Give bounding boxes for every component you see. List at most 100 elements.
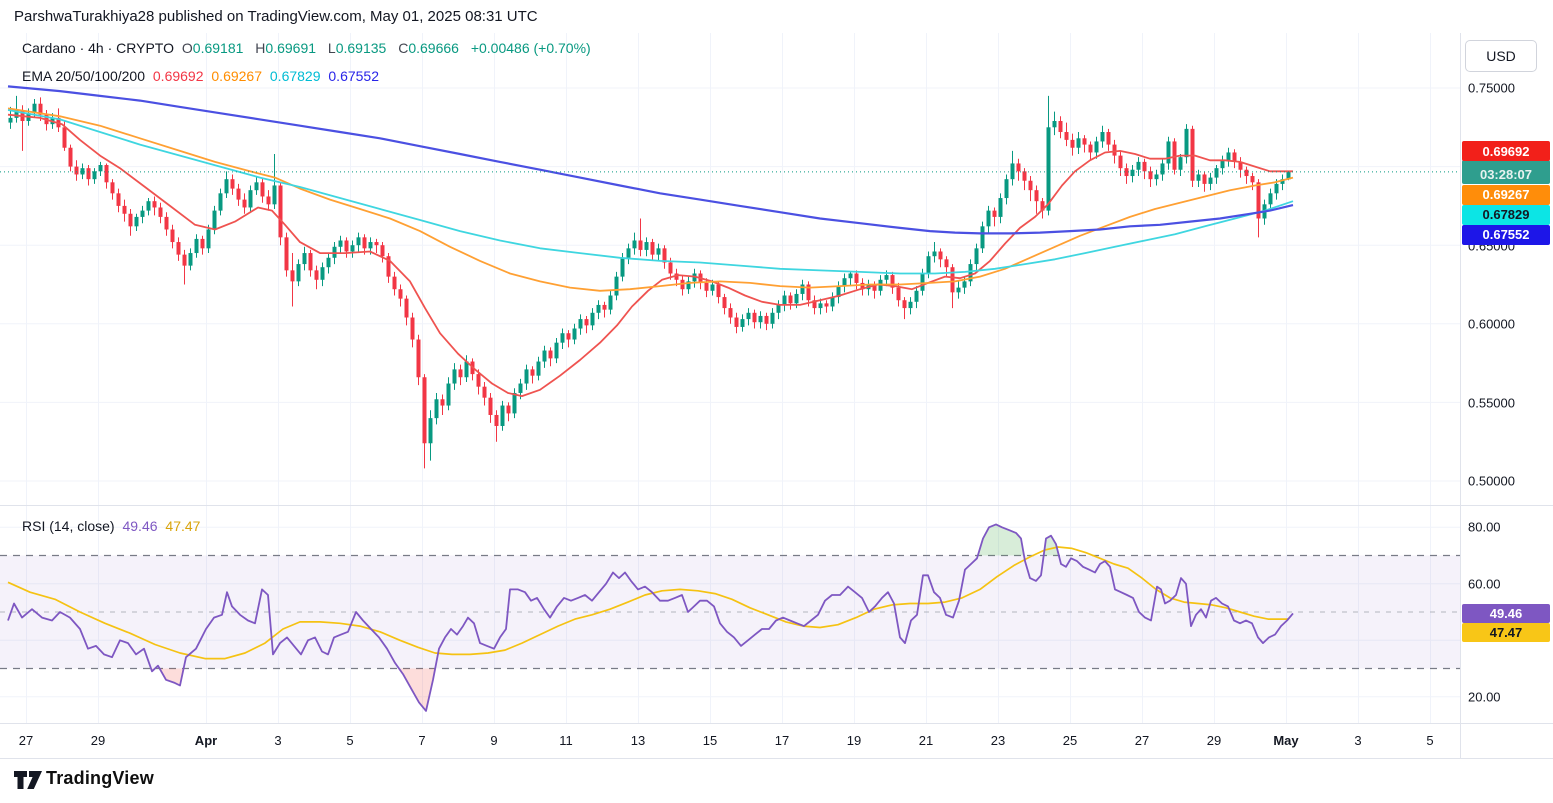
candle-body bbox=[1100, 132, 1105, 142]
candle-body bbox=[284, 237, 289, 271]
countdown-badge: 03:28:07 bbox=[1462, 164, 1550, 184]
rsi-overbought-fill bbox=[977, 524, 1024, 556]
candle-body bbox=[626, 248, 631, 258]
candle-body bbox=[1106, 132, 1111, 145]
candle-body bbox=[908, 301, 913, 309]
candle-body bbox=[266, 196, 271, 205]
candle-body bbox=[560, 333, 565, 343]
candle-body bbox=[1070, 139, 1075, 148]
candle-body bbox=[1118, 155, 1123, 169]
ema-line-ema20 bbox=[7, 113, 1293, 397]
candle-body bbox=[980, 226, 985, 249]
candle-body bbox=[650, 242, 655, 255]
candle-body bbox=[530, 369, 535, 376]
candle-body bbox=[722, 297, 727, 309]
candle-body bbox=[1022, 171, 1027, 181]
candle-body bbox=[392, 276, 397, 290]
time-axis-label: 21 bbox=[918, 733, 934, 748]
time-axis-label: 27 bbox=[1134, 733, 1150, 748]
candle-body bbox=[1280, 179, 1285, 184]
candle-body bbox=[68, 147, 73, 167]
candle-body bbox=[746, 312, 751, 320]
candle-body bbox=[272, 185, 277, 205]
candle-body bbox=[1232, 152, 1237, 162]
candle-body bbox=[386, 256, 391, 277]
candle-body bbox=[368, 242, 373, 249]
candle-body bbox=[944, 259, 949, 268]
candle-body bbox=[638, 240, 643, 250]
time-axis-label: 11 bbox=[559, 733, 573, 748]
candle-body bbox=[728, 308, 733, 318]
candle-body bbox=[212, 210, 217, 230]
candle-body bbox=[1238, 161, 1243, 170]
low-value: 0.69135 bbox=[335, 40, 387, 56]
candle-body bbox=[1172, 141, 1177, 170]
tradingview-logo-icon[interactable] bbox=[14, 769, 42, 791]
candle-body bbox=[1136, 161, 1141, 170]
tradingview-brand-text[interactable]: TradingView bbox=[46, 768, 154, 788]
rsi-ma-badge: 47.47 bbox=[1462, 623, 1550, 642]
close-value: 0.69666 bbox=[408, 40, 459, 56]
chart-canvas[interactable]: Cardano · 4h · CRYPTO O0.69181 H0.69691 … bbox=[0, 33, 1553, 759]
candle-body bbox=[1010, 163, 1015, 180]
candle-body bbox=[98, 165, 103, 172]
candle-body bbox=[764, 315, 769, 324]
candle-body bbox=[170, 229, 175, 243]
candle-body bbox=[926, 256, 931, 274]
candle-body bbox=[788, 295, 793, 304]
ema20-price-badge: 0.69692 bbox=[1462, 141, 1550, 161]
ema-line-ema50 bbox=[7, 107, 1294, 292]
candle-body bbox=[8, 117, 13, 123]
price-axis-label: 0.50000 bbox=[1468, 473, 1515, 489]
candle-body bbox=[962, 281, 967, 288]
candle-body bbox=[176, 242, 181, 255]
candle-body bbox=[440, 399, 445, 406]
rsi-line bbox=[7, 523, 1294, 712]
candle-body bbox=[1226, 152, 1231, 161]
candle-body bbox=[254, 182, 259, 191]
currency-toggle-button[interactable]: USD bbox=[1465, 40, 1537, 72]
candle-body bbox=[752, 312, 757, 323]
candle-body bbox=[1178, 157, 1183, 170]
candle-body bbox=[1274, 183, 1279, 194]
candle-body bbox=[566, 333, 571, 340]
candle-body bbox=[1250, 176, 1255, 183]
candle-body bbox=[302, 253, 307, 265]
candle-body bbox=[932, 251, 937, 257]
time-axis-label: 9 bbox=[490, 733, 498, 748]
time-axis-label: 5 bbox=[346, 733, 354, 748]
candle-body bbox=[260, 182, 265, 197]
candle-body bbox=[446, 383, 451, 406]
candle-body bbox=[776, 304, 781, 313]
candle-body bbox=[464, 361, 469, 378]
ema50-price-badge: 0.69267 bbox=[1462, 184, 1550, 205]
time-axis-label: 3 bbox=[274, 733, 282, 748]
rsi-overbought-fill bbox=[1043, 535, 1059, 556]
candle-body bbox=[428, 418, 433, 444]
candle-body bbox=[1058, 121, 1063, 133]
ema200-price-badge: 0.67552 bbox=[1462, 224, 1550, 245]
candle-body bbox=[536, 361, 541, 376]
candle-body bbox=[644, 242, 649, 250]
candle-body bbox=[800, 284, 805, 294]
candle-body bbox=[632, 240, 637, 249]
candle-body bbox=[1166, 141, 1171, 164]
time-axis-label: 29 bbox=[90, 733, 106, 748]
candle-body bbox=[518, 383, 523, 393]
candle-body bbox=[494, 414, 499, 426]
candle-body bbox=[80, 168, 85, 175]
candle-body bbox=[1112, 144, 1117, 156]
ema100-price-badge: 0.67829 bbox=[1462, 204, 1550, 225]
candle-body bbox=[476, 374, 481, 387]
chart-svg[interactable] bbox=[0, 33, 1553, 759]
ema50-value: 0.69267 bbox=[211, 68, 262, 84]
candle-body bbox=[542, 350, 547, 362]
candle-body bbox=[656, 248, 661, 255]
ema-line-ema200 bbox=[7, 85, 1294, 235]
candle-body bbox=[836, 286, 841, 298]
candle-body bbox=[140, 210, 145, 217]
candle-body bbox=[1148, 171, 1153, 180]
time-axis-label: 27 bbox=[18, 733, 34, 748]
candle-body bbox=[998, 198, 1003, 217]
price-axis-label: 0.60000 bbox=[1468, 316, 1515, 332]
